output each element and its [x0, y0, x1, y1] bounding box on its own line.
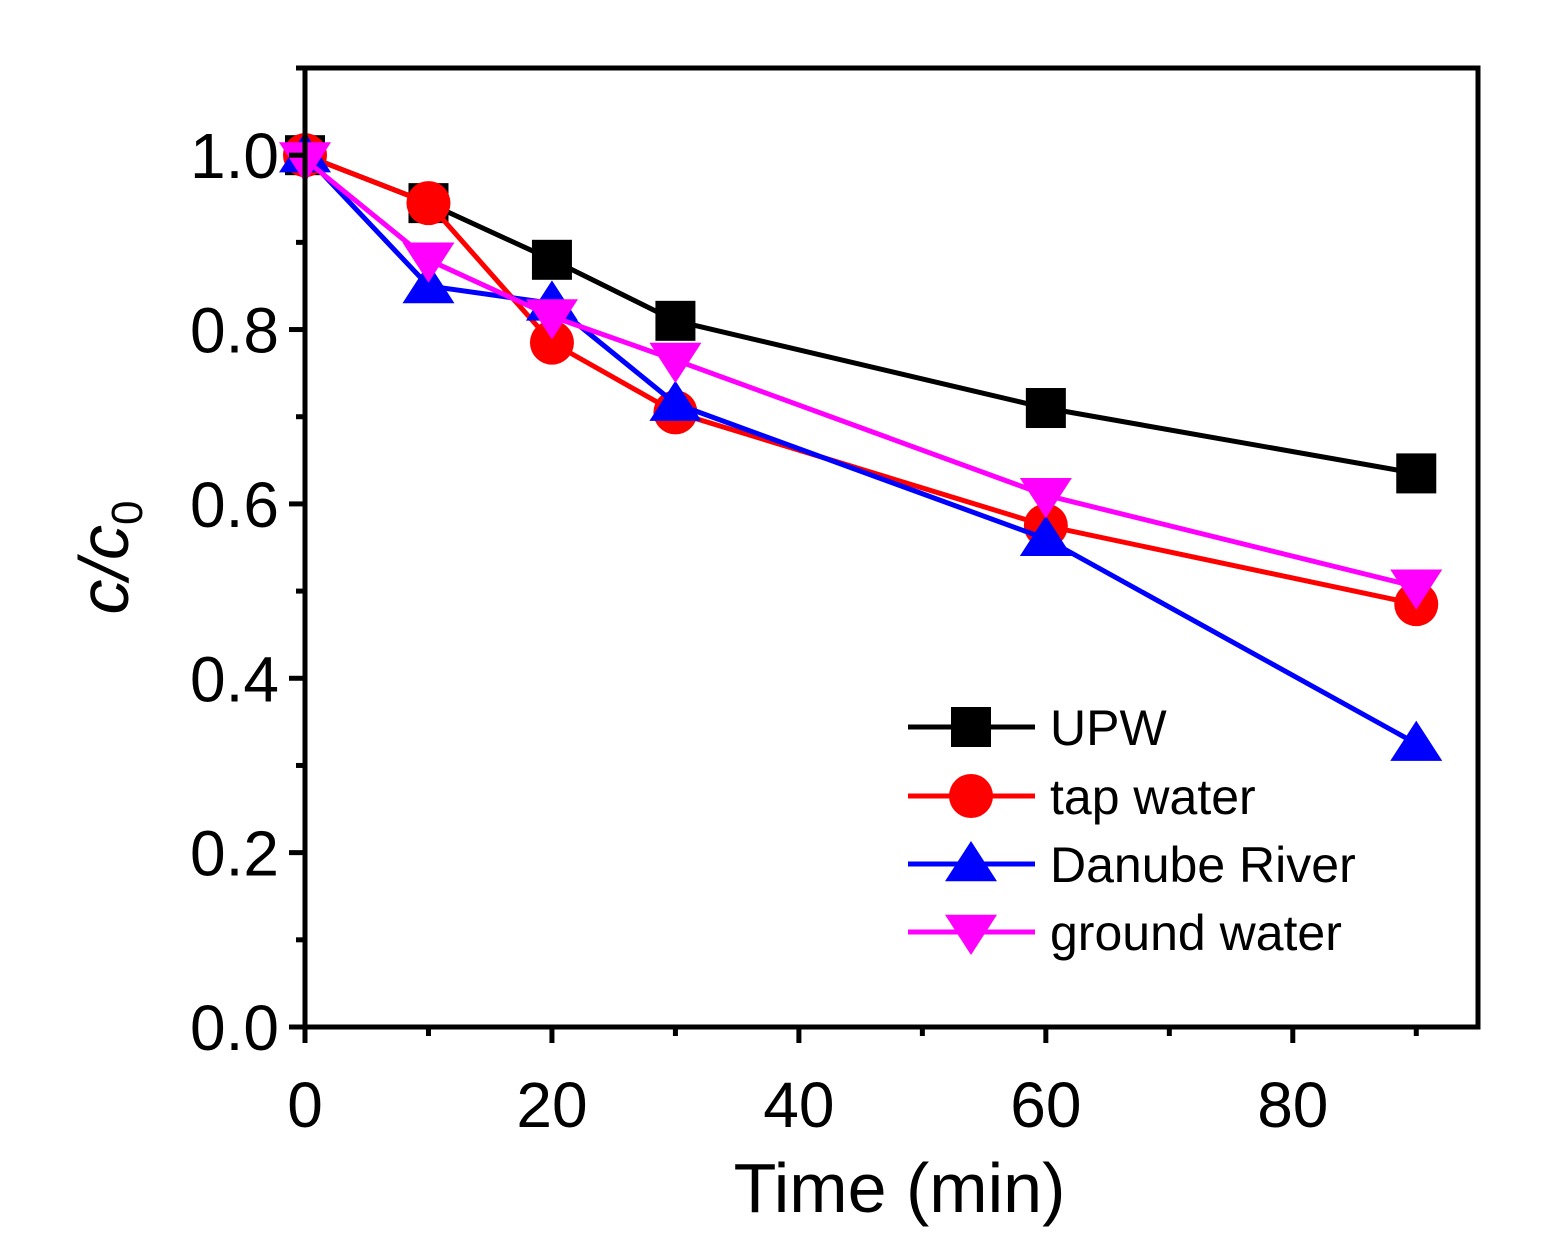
legend-label: UPW	[1050, 700, 1167, 756]
legend-item-tap-water: tap water	[908, 769, 1256, 825]
series-upw	[285, 135, 1437, 494]
legend-item-danube-river: Danube River	[908, 837, 1356, 893]
y-axis-title-main: c/c	[65, 525, 143, 614]
data-point-danube-river	[1390, 720, 1443, 761]
y-tick-label: 0.8	[190, 295, 279, 367]
series-layer	[279, 132, 1443, 761]
data-point-ground-water	[525, 299, 578, 340]
series-line-tap-water	[304, 152, 1417, 607]
data-point-ground-water	[649, 342, 702, 384]
legend-item-upw: UPW	[908, 700, 1167, 756]
data-point-ground-water	[1390, 569, 1443, 610]
x-tick-label: 20	[516, 1069, 587, 1141]
data-point-danube-river	[402, 262, 455, 304]
series-tap-water	[283, 133, 1439, 627]
y-axis-title: c/c0	[65, 501, 152, 615]
x-axis-title: Time (min)	[734, 1149, 1066, 1227]
legend-marker	[945, 914, 997, 955]
data-point-ground-water	[402, 242, 455, 283]
y-tick-label: 0.2	[190, 818, 279, 890]
series-line-danube-river	[303, 153, 1418, 746]
x-tick-label: 80	[1257, 1069, 1328, 1141]
y-tick-label: 1.0	[190, 120, 279, 192]
data-point-danube-river	[649, 380, 702, 421]
plot-frame	[302, 65, 1481, 1030]
legend-label: Danube River	[1050, 837, 1356, 893]
legend: UPW tap water Danube River ground water	[908, 700, 1356, 961]
y-tick-label: 0.4	[190, 643, 279, 715]
legend-label: tap water	[1050, 769, 1256, 825]
y-axis-title-subscript: 0	[103, 501, 152, 525]
data-point-upw	[531, 239, 572, 280]
y-tick-label: 0.6	[190, 469, 279, 541]
legend-marker	[945, 841, 997, 882]
legend-label: ground water	[1050, 905, 1342, 961]
data-point-ground-water	[1019, 477, 1072, 519]
legend-marker	[949, 774, 993, 818]
x-tick-label: 60	[1010, 1069, 1081, 1141]
data-point-danube-river	[1019, 515, 1072, 557]
data-point-tap-water	[406, 181, 451, 226]
data-point-upw	[655, 300, 696, 341]
data-point-tap-water	[529, 320, 574, 365]
x-tick-label: 40	[763, 1069, 834, 1141]
ticks-layer: 0 20 40 60 80 0.0 0.2 0.4 0.6 0.8 1.0	[190, 65, 1419, 1141]
data-point-upw	[1396, 453, 1437, 494]
data-point-upw	[1025, 388, 1066, 429]
legend-marker	[951, 707, 991, 747]
legend-item-ground-water: ground water	[908, 905, 1342, 961]
y-tick-label: 0.0	[190, 992, 279, 1064]
x-tick-label: 0	[287, 1069, 323, 1141]
